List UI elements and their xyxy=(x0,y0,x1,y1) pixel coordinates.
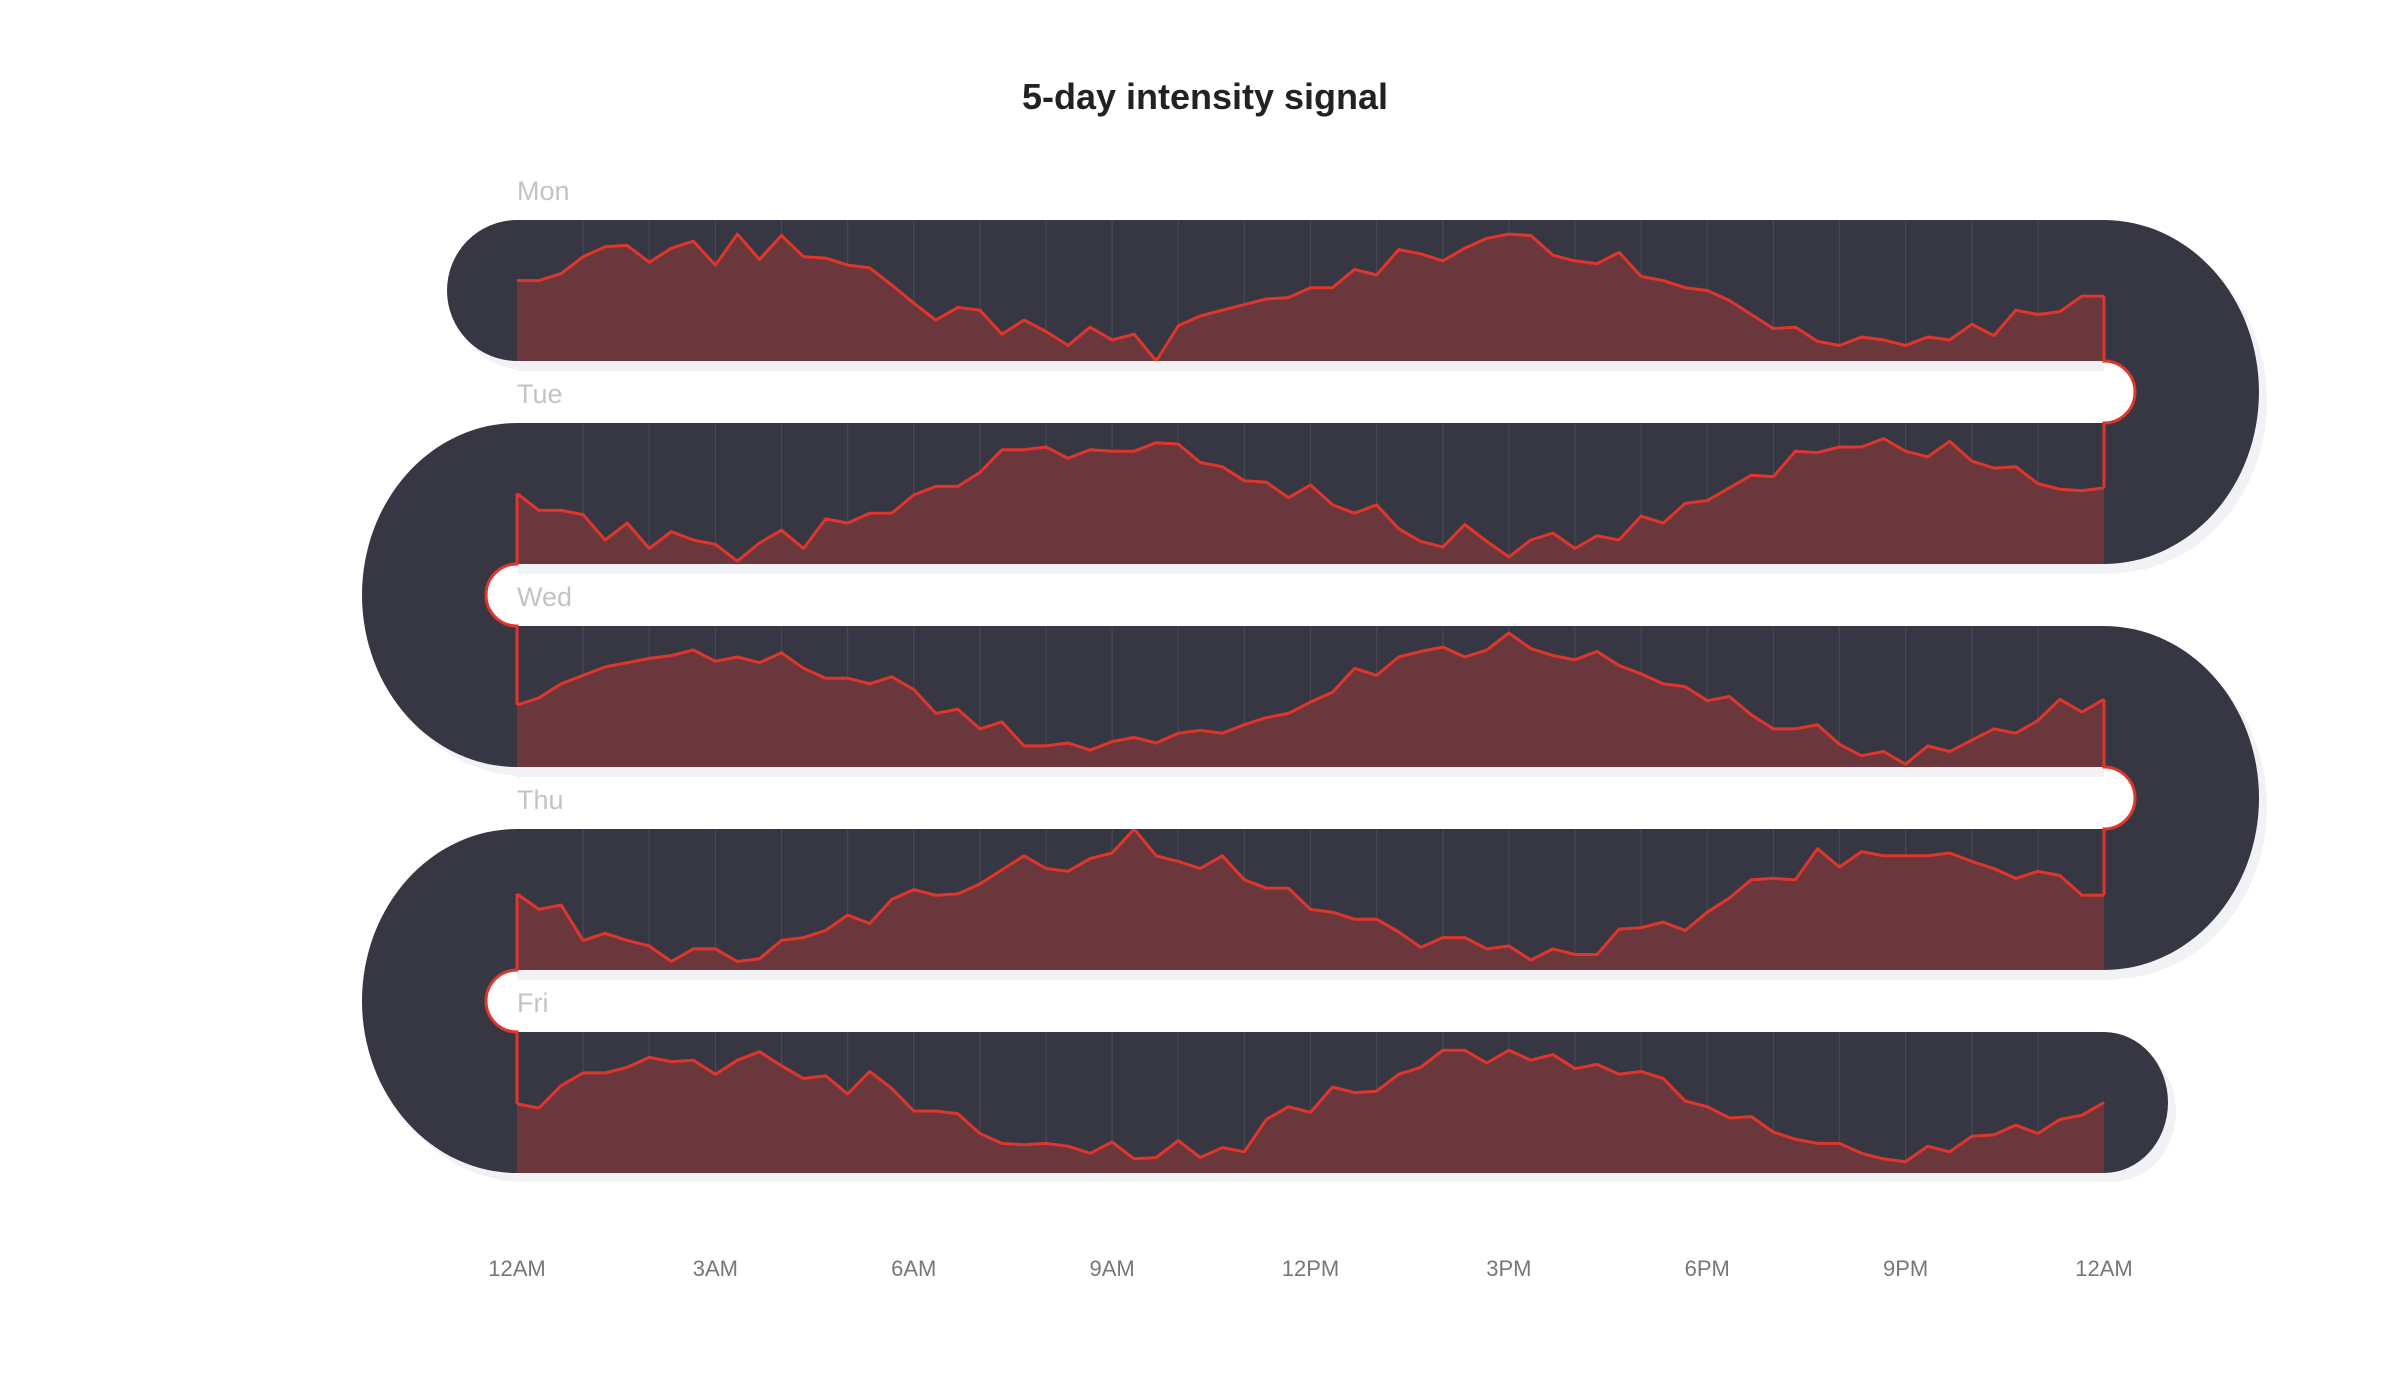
day-label-tue: Tue xyxy=(517,379,563,409)
turn-left xyxy=(362,829,517,1173)
line-thu xyxy=(516,827,2104,963)
area-thu xyxy=(517,829,2104,970)
x-tick-label: 12AM xyxy=(2075,1256,2132,1281)
x-tick-label: 3PM xyxy=(1486,1256,1531,1281)
x-tick-label: 9AM xyxy=(1090,1256,1135,1281)
x-axis: 12AM 3AM 6AM 9AM 12PM 3PM 6PM 9PM 12AM xyxy=(488,1256,2132,1281)
start-cap xyxy=(447,220,517,361)
gap xyxy=(517,767,2104,829)
turn-right xyxy=(2104,220,2259,564)
line-fri xyxy=(516,1048,2105,1164)
turn-connector xyxy=(484,893,519,1104)
day-series xyxy=(516,232,2105,1173)
area-fri xyxy=(517,1050,2104,1173)
area-wed xyxy=(517,633,2104,767)
gap xyxy=(517,970,2104,1032)
turn-connector xyxy=(2102,296,2137,488)
area-tue xyxy=(517,438,2104,564)
turn-connector xyxy=(2102,699,2137,896)
x-tick-label: 6AM xyxy=(891,1256,936,1281)
turn-gaps xyxy=(484,296,2137,1104)
x-tick-label: 6PM xyxy=(1685,1256,1730,1281)
day-labels: Mon Tue Wed Thu Fri xyxy=(517,176,572,1018)
day-label-mon: Mon xyxy=(517,176,570,206)
day-label-wed: Wed xyxy=(517,582,572,612)
line-wed xyxy=(516,631,2105,766)
turn-right xyxy=(2104,626,2259,970)
chart-title: 5-day intensity signal xyxy=(1021,76,1389,117)
x-tick-label: 3AM xyxy=(693,1256,738,1281)
day-label-fri: Fri xyxy=(517,988,548,1018)
line-tue xyxy=(516,437,2105,563)
turn-connector xyxy=(484,493,519,705)
gap xyxy=(517,564,2104,626)
turn-left xyxy=(362,423,517,767)
end-cap xyxy=(2104,1032,2168,1173)
x-tick-label: 12PM xyxy=(1282,1256,1339,1281)
area-mon xyxy=(517,234,2104,361)
gap xyxy=(517,361,2104,423)
x-tick-label: 12AM xyxy=(488,1256,545,1281)
line-mon xyxy=(517,232,2104,363)
day-label-thu: Thu xyxy=(517,785,564,815)
x-tick-label: 9PM xyxy=(1883,1256,1928,1281)
